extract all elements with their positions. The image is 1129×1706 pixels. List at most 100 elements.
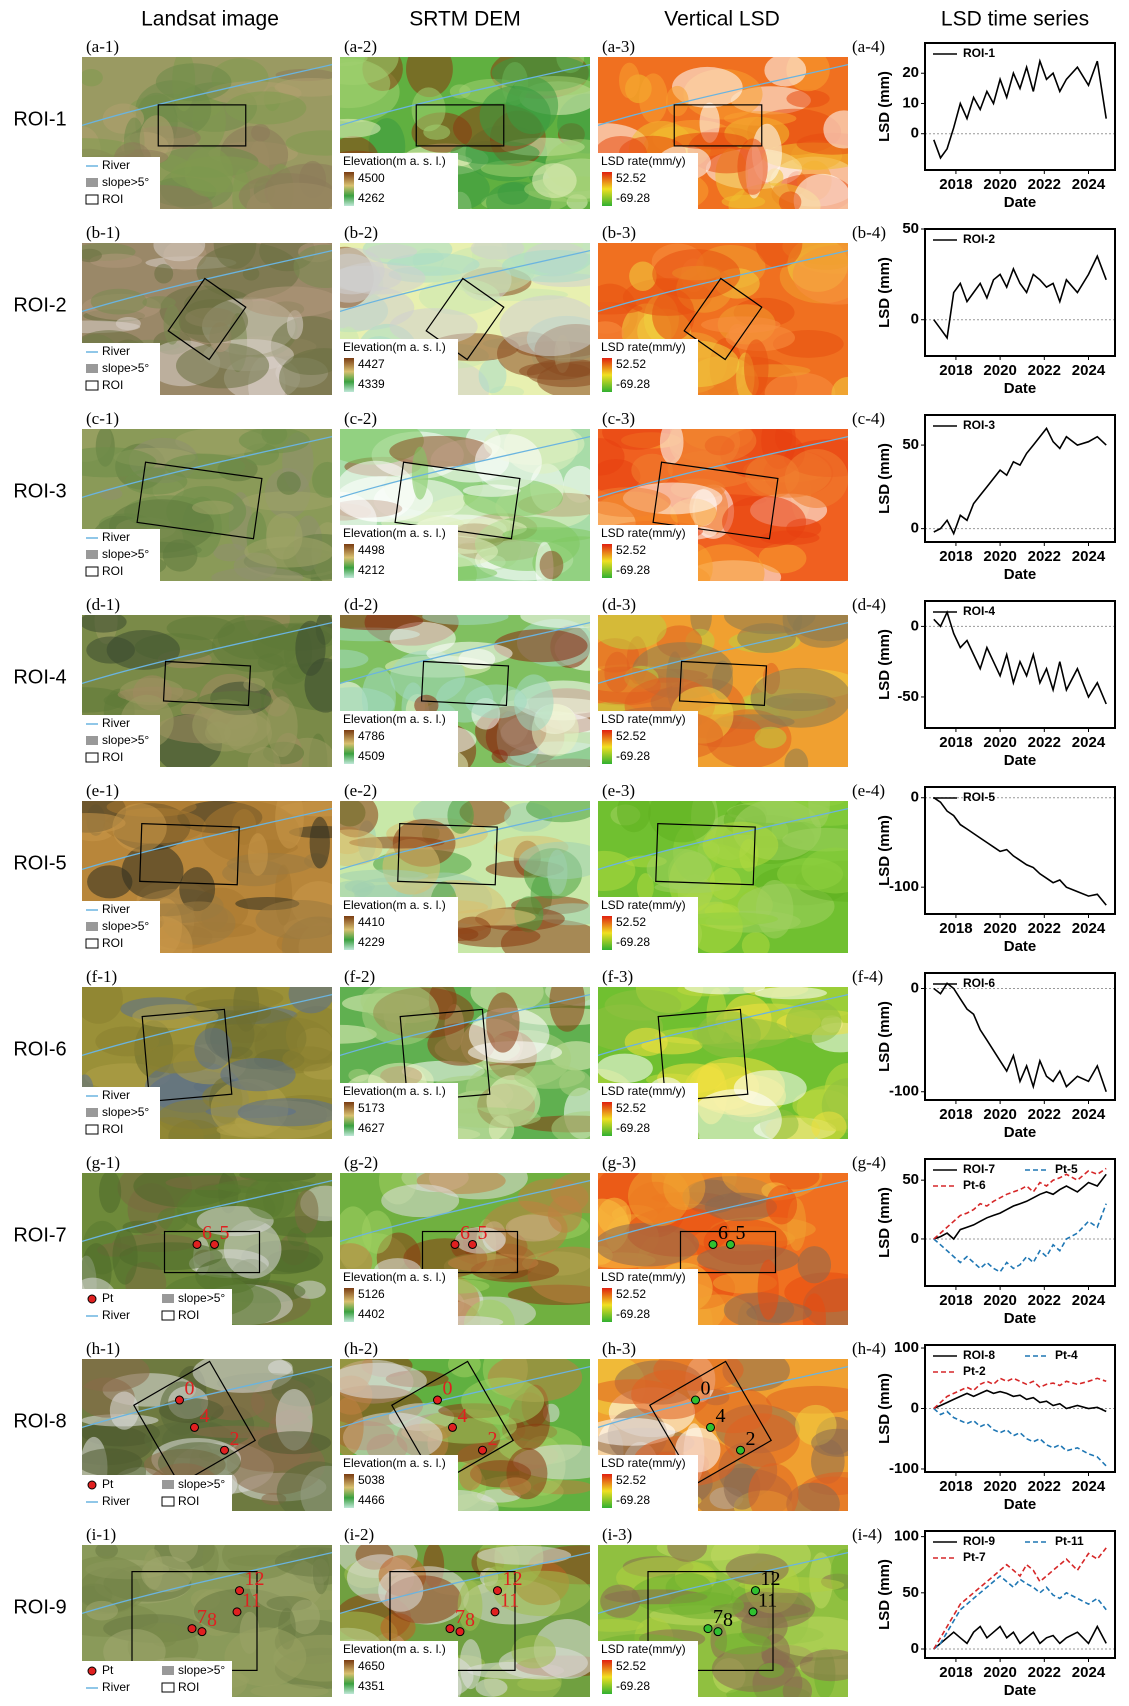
panel-label-bg (340, 223, 398, 243)
roi-box (157, 104, 247, 147)
roi-box (167, 277, 247, 361)
colorbar-min: 4212 (358, 563, 385, 577)
panel-label-bg (340, 37, 398, 57)
y-tick-label: 50 (902, 1584, 919, 1601)
map-texture (242, 491, 332, 512)
x-tick-label: 2022 (1028, 1106, 1061, 1123)
colorbar-min: 4229 (358, 935, 385, 949)
row-label: ROI-4 (13, 666, 66, 688)
legend-title: LSD rate(mm/y) (601, 1084, 686, 1098)
map (598, 987, 848, 1139)
map-texture (823, 110, 848, 149)
legend-box (82, 1475, 232, 1511)
legend-box (340, 1455, 458, 1511)
legend-pt (87, 1480, 97, 1490)
map-texture (477, 1545, 572, 1565)
map-texture (659, 429, 684, 465)
roi-box (132, 1360, 257, 1486)
map (82, 57, 332, 209)
map-texture (672, 132, 748, 150)
panel-label-bg (82, 781, 140, 801)
legend-box (340, 1083, 458, 1139)
map (598, 1359, 848, 1511)
map-texture (411, 446, 429, 500)
panel-label-bg (598, 781, 656, 801)
y-tick-label: 100 (894, 1339, 919, 1356)
river (598, 63, 848, 127)
panel-label: (i-4) (852, 1525, 882, 1544)
series-line (933, 1167, 1107, 1240)
river (82, 1179, 332, 1243)
roi-box (657, 1008, 749, 1103)
point-marker (468, 1239, 477, 1249)
x-axis-label: Date (1004, 1124, 1037, 1141)
map-texture (414, 694, 439, 716)
map-texture (784, 748, 809, 767)
legend-box (340, 153, 458, 209)
map (598, 1545, 848, 1697)
colorbar (344, 358, 354, 392)
legend-slope (162, 1666, 174, 1675)
river (82, 807, 332, 871)
map-texture (672, 66, 743, 108)
map-texture (82, 1359, 150, 1392)
colorbar-min: -69.28 (616, 1307, 650, 1321)
panel-label-bg (598, 37, 656, 57)
colorbar (344, 1102, 354, 1136)
legend-box (598, 1641, 698, 1697)
legend-box (340, 711, 458, 767)
point-marker (197, 1627, 207, 1637)
map-texture (739, 838, 759, 872)
colorbar (602, 730, 612, 764)
map-texture (89, 253, 143, 268)
point-marker (448, 1422, 457, 1432)
row-label: ROI-6 (13, 1038, 66, 1060)
map-texture (786, 518, 822, 539)
map-texture (782, 1676, 813, 1697)
legend-box (598, 1455, 698, 1511)
row-label: ROI-1 (13, 108, 66, 130)
map-texture (598, 666, 661, 705)
point-marker (235, 1586, 244, 1596)
map-texture (551, 1111, 590, 1139)
map-texture (474, 434, 542, 490)
river (82, 1365, 332, 1429)
y-tick-label: 0 (911, 1640, 919, 1657)
legend-pt (87, 1294, 97, 1304)
map-texture (82, 687, 126, 713)
panel-label-bg (82, 409, 140, 429)
point-marker (450, 1239, 460, 1249)
x-tick-label: 2022 (1028, 1664, 1061, 1681)
map-texture (737, 138, 768, 195)
row-label: ROI-8 (13, 1410, 66, 1432)
colorbar-min: 4627 (358, 1121, 385, 1135)
colorbar-max: 52.52 (616, 357, 646, 371)
point-label: 4 (200, 1405, 210, 1427)
legend-roi (85, 194, 99, 205)
map-texture (811, 1428, 848, 1457)
legend-slope (86, 736, 98, 745)
map-texture (141, 1556, 193, 1593)
map-texture (238, 429, 310, 454)
legend-slope (86, 364, 98, 373)
point-label: 8 (465, 1609, 475, 1631)
legend-title: Elevation(m a. s. l.) (343, 1270, 446, 1284)
map-texture (831, 376, 848, 395)
panel-label: (a-2) (344, 37, 377, 56)
y-tick-label: 0 (911, 617, 919, 634)
map-texture (598, 1417, 676, 1446)
colorbar-max: 52.52 (616, 729, 646, 743)
map-texture (95, 1026, 160, 1057)
legend-label: ROI (102, 378, 123, 392)
colorbar (344, 916, 354, 950)
map-texture (447, 1359, 481, 1378)
map-texture (192, 1425, 283, 1439)
map-texture (757, 1259, 779, 1320)
legend-label: River (102, 1680, 130, 1694)
map-texture (683, 912, 778, 926)
x-axis-label: Date (1004, 566, 1037, 583)
map-texture (598, 302, 643, 315)
point-label: 7 (713, 1606, 723, 1628)
map-texture (604, 989, 682, 1021)
point-marker (736, 1445, 745, 1455)
